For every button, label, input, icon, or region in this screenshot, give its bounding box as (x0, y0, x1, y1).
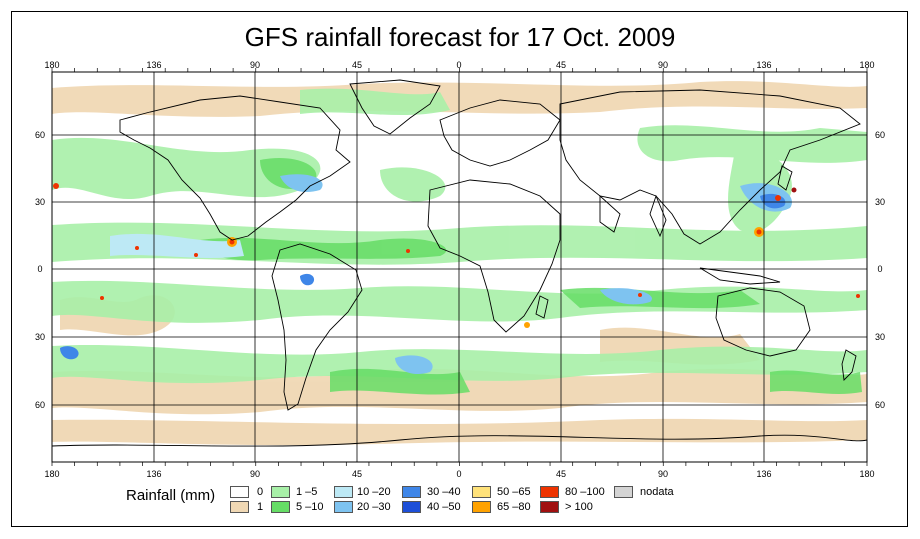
legend-title: Rainfall (mm) (126, 487, 216, 504)
legend-label: > 100 (565, 501, 593, 513)
legend-swatch (271, 486, 290, 498)
lat-label: 60 (35, 400, 45, 410)
legend-swatch (334, 486, 353, 498)
legend-label: 10 –20 (357, 486, 391, 498)
lon-labels-top: 180 136 90 45 0 45 90 136 180 (44, 60, 874, 70)
lon-label: 90 (658, 469, 668, 479)
lat-label: 30 (35, 197, 45, 207)
lat-label: 30 (875, 197, 885, 207)
legend-swatch (614, 486, 633, 498)
rain-band-intense (53, 183, 860, 328)
legend-swatch (230, 501, 249, 513)
south-america-outline (271, 243, 363, 411)
figure-frame (11, 11, 908, 527)
north-america-outline (119, 95, 351, 241)
legend-label: 40 –50 (427, 501, 461, 513)
lon-label: 180 (859, 469, 874, 479)
australia-outline (715, 287, 811, 357)
lat-label: 60 (875, 130, 885, 140)
europe-outline (439, 99, 561, 167)
lon-label: 90 (250, 60, 260, 70)
lon-label: 45 (556, 60, 566, 70)
graticule (52, 72, 867, 462)
lon-label: 180 (44, 469, 59, 479)
lat-label: 0 (877, 264, 882, 274)
legend-label: 80 –100 (565, 486, 605, 498)
legend-label: 0 (257, 486, 264, 498)
legend-label: nodata (640, 486, 674, 498)
legend-swatch (402, 486, 421, 498)
africa-outline (427, 179, 561, 333)
antarctica-outline (52, 434, 867, 447)
lon-label: 180 (859, 60, 874, 70)
legend-swatch (271, 501, 290, 513)
legend-swatch (334, 501, 353, 513)
legend-label: 65 –80 (497, 501, 531, 513)
lon-label: 136 (146, 60, 161, 70)
lat-labels-right: 60 30 0 30 60 (875, 130, 885, 410)
lon-label: 136 (756, 469, 771, 479)
map-title: GFS rainfall forecast for 17 Oct. 2009 (244, 22, 676, 52)
lon-label: 45 (556, 469, 566, 479)
legend-swatch (402, 501, 421, 513)
lon-label: 90 (250, 469, 260, 479)
lon-label: 0 (456, 469, 461, 479)
lon-label: 90 (658, 60, 668, 70)
legend-label: 20 –30 (357, 501, 391, 513)
legend-swatch (540, 501, 559, 513)
lon-label: 45 (352, 60, 362, 70)
continent-outlines (52, 79, 867, 447)
legend-label: 30 –40 (427, 486, 461, 498)
legend-label: 5 –10 (296, 501, 324, 513)
legend-label: 50 –65 (497, 486, 531, 498)
lon-label: 136 (146, 469, 161, 479)
legend-label: 1 (257, 501, 264, 513)
lon-label: 136 (756, 60, 771, 70)
lat-label: 30 (35, 332, 45, 342)
legend-swatch (540, 486, 559, 498)
asia-outline (559, 89, 861, 245)
tick-marks (51, 68, 868, 466)
legend-label: 1 –5 (296, 486, 318, 498)
lon-label: 0 (456, 60, 461, 70)
lat-label: 60 (875, 400, 885, 410)
lat-label: 30 (875, 332, 885, 342)
lon-label: 180 (44, 60, 59, 70)
lon-label: 45 (352, 469, 362, 479)
legend-swatch (230, 486, 249, 498)
lat-label: 60 (35, 130, 45, 140)
lat-label: 0 (37, 264, 42, 274)
lon-labels-bottom: 180 136 90 45 0 45 90 136 180 (44, 469, 874, 479)
legend-swatch (472, 486, 491, 498)
legend-swatch (472, 501, 491, 513)
lat-labels-left: 60 30 0 30 60 (35, 130, 45, 410)
greenland-outline (349, 79, 441, 135)
